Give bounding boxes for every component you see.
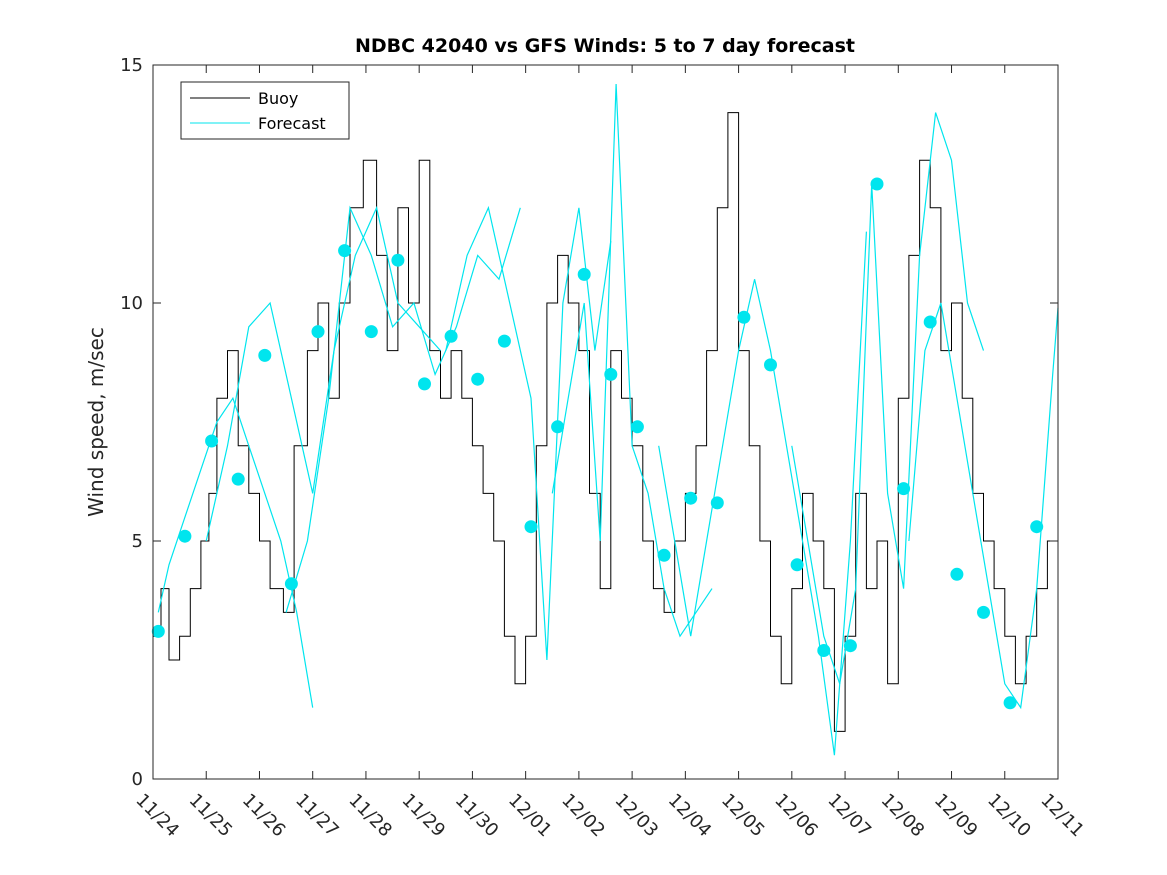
forecast-marker	[1030, 520, 1044, 534]
forecast-marker	[897, 482, 911, 496]
forecast-marker	[258, 348, 272, 362]
forecast-marker	[684, 491, 698, 505]
forecast-marker	[817, 644, 831, 657]
forecast-series-line-7	[791, 112, 985, 684]
forecast-marker	[151, 624, 165, 638]
forecast-marker	[790, 558, 804, 572]
buoy-series-line	[153, 112, 1058, 732]
y-axis-label: Wind speed, m/sec	[84, 327, 108, 517]
forecast-marker	[630, 420, 644, 434]
forecast-marker	[657, 548, 671, 562]
y-tick-label: 0	[132, 769, 143, 790]
legend: Buoy Forecast	[180, 81, 350, 140]
y-tick-label: 15	[120, 55, 143, 76]
plot-area	[153, 65, 1058, 779]
y-tick-label: 5	[132, 531, 143, 552]
forecast-marker	[577, 267, 591, 281]
forecast-series-line-5	[551, 83, 713, 638]
forecast-series-line-3	[285, 205, 521, 613]
chart-title: NDBC 42040 vs GFS Winds: 5 to 7 day fore…	[355, 35, 855, 57]
legend-forecast-label: Forecast	[258, 114, 326, 133]
legend-box	[180, 81, 350, 140]
series-layer	[151, 83, 1059, 756]
forecast-marker	[284, 577, 298, 591]
forecast-series-line-6	[658, 231, 867, 756]
forecast-marker	[231, 472, 245, 486]
forecast-marker	[551, 420, 565, 434]
forecast-marker	[338, 244, 352, 258]
forecast-series-line-2	[205, 205, 441, 542]
forecast-marker	[364, 325, 378, 339]
forecast-marker	[205, 434, 219, 448]
forecast-marker	[471, 372, 485, 386]
axes-box	[152, 64, 1059, 780]
forecast-marker	[764, 358, 777, 372]
forecast-marker	[843, 639, 857, 653]
forecast-marker	[524, 520, 538, 534]
forecast-marker	[870, 177, 884, 191]
forecast-marker	[444, 329, 458, 343]
y-tick-label: 10	[120, 293, 143, 314]
forecast-marker	[977, 605, 990, 619]
forecast-marker	[311, 325, 325, 339]
forecast-marker	[418, 377, 431, 391]
forecast-marker	[497, 334, 511, 348]
forecast-marker	[1003, 696, 1017, 710]
legend-buoy-label: Buoy	[258, 89, 298, 108]
forecast-marker	[923, 315, 937, 329]
forecast-marker	[737, 310, 751, 324]
forecast-marker	[950, 567, 964, 581]
forecast-marker	[391, 253, 405, 267]
forecast-marker	[604, 367, 618, 381]
forecast-marker	[178, 529, 192, 543]
forecast-marker	[710, 496, 724, 510]
